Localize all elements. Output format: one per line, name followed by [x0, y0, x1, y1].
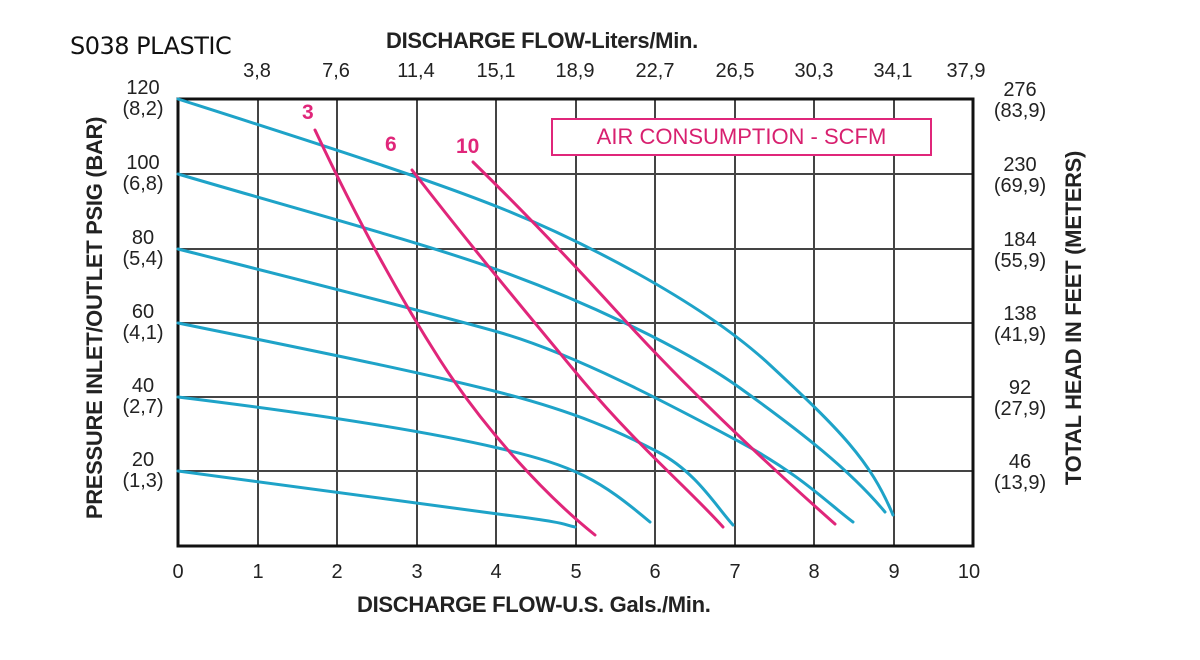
scfm-label-3: 3	[302, 101, 314, 124]
right-tick: 46 (13,9)	[993, 451, 1047, 494]
bottom-axis-title: DISCHARGE FLOW-U.S. Gals./Min.	[357, 592, 711, 617]
model-label: S038 PLASTIC	[70, 32, 232, 60]
left-tick: 80 (5,4)	[122, 227, 164, 270]
top-tick: 34,1	[873, 60, 913, 82]
top-tick: 37,9	[946, 60, 986, 82]
curve-100psi	[176, 172, 887, 514]
top-tick: 26,5	[715, 60, 755, 82]
scfm-label-10: 10	[456, 135, 480, 158]
left-tick: 60 (4,1)	[122, 301, 164, 344]
top-tick: 3,8	[243, 60, 271, 82]
top-tick: 30,3	[794, 60, 834, 82]
curve-40psi	[176, 395, 652, 524]
left-tick: 120 (8,2)	[122, 77, 164, 120]
bottom-tick: 9	[888, 561, 900, 583]
scfm-label-6: 6	[385, 133, 397, 156]
left-tick: 100 (6,8)	[122, 152, 164, 195]
bottom-tick: 2	[331, 561, 343, 583]
bottom-tick: 1	[252, 561, 264, 583]
right-tick: 92 (27,9)	[993, 377, 1047, 420]
left-tick: 20 (1,3)	[122, 449, 164, 492]
curve-120psi	[176, 97, 895, 517]
bottom-tick: 4	[490, 561, 502, 583]
right-tick: 138 (41,9)	[993, 303, 1047, 346]
scfm-3-line	[313, 128, 597, 537]
top-tick: 7,6	[322, 60, 350, 82]
air-consumption-curves	[313, 128, 837, 537]
right-tick: 230 (69,9)	[993, 154, 1047, 197]
pressure-curves	[176, 97, 895, 529]
bottom-tick: 0	[172, 561, 184, 583]
air-consumption-legend: AIR CONSUMPTION - SCFM	[551, 118, 932, 156]
bottom-tick: 3	[411, 561, 423, 583]
bottom-tick: 8	[808, 561, 820, 583]
scfm-10-line	[471, 160, 837, 526]
top-tick: 22,7	[635, 60, 675, 82]
bottom-tick: 6	[649, 561, 661, 583]
top-axis-title: DISCHARGE FLOW-Liters/Min.	[386, 28, 698, 53]
right-tick: 184 (55,9)	[993, 229, 1047, 272]
bottom-tick: 7	[729, 561, 741, 583]
bottom-tick: 5	[570, 561, 582, 583]
top-tick: 18,9	[555, 60, 595, 82]
bottom-tick: 10	[957, 561, 981, 583]
right-tick: 276 (83,9)	[993, 79, 1047, 122]
top-tick: 11,4	[397, 60, 435, 82]
curve-80psi	[176, 247, 855, 524]
left-tick: 40 (2,7)	[122, 375, 164, 418]
scfm-6-line	[410, 168, 725, 529]
curve-60psi	[176, 321, 735, 527]
top-tick: 15,1	[476, 60, 516, 82]
curve-20psi	[176, 469, 577, 529]
